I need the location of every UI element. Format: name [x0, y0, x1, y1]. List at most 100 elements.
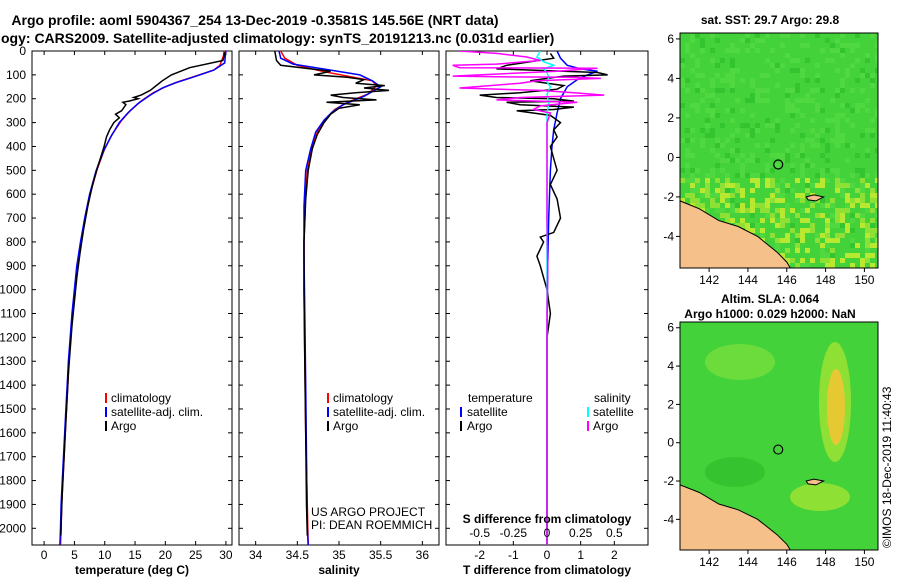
sst-cell	[870, 133, 875, 138]
map-y-tick-label: 2	[667, 397, 674, 411]
sst-cell	[785, 98, 790, 103]
sst-cell	[870, 128, 875, 133]
sst-cell	[785, 108, 790, 113]
sst-cell	[710, 113, 715, 118]
sst-cell	[825, 203, 830, 208]
sst-cell	[860, 263, 865, 268]
x-tick-label: 36	[416, 548, 430, 562]
sst-cell	[685, 148, 690, 153]
sst-cell	[730, 198, 735, 203]
sst-cell	[835, 88, 840, 93]
sst-cell	[765, 203, 770, 208]
sst-cell	[835, 188, 840, 193]
sla-patch	[705, 344, 775, 380]
sst-cell	[870, 208, 875, 213]
sst-cell	[815, 233, 820, 238]
sst-cell	[875, 203, 878, 208]
sst-cell	[685, 88, 690, 93]
sst-cell	[865, 173, 870, 178]
sst-cell	[695, 188, 700, 193]
sst-cell	[865, 223, 870, 228]
sst-cell	[860, 178, 865, 183]
sst-cell	[680, 103, 685, 108]
sst-cell	[805, 78, 810, 83]
sst-cell	[850, 198, 855, 203]
sst-cell	[765, 123, 770, 128]
sst-cell	[710, 128, 715, 133]
sst-cell	[690, 33, 695, 38]
sst-cell	[820, 183, 825, 188]
y-tick-label: 800	[6, 235, 26, 249]
sst-cell	[785, 233, 790, 238]
sst-cell	[830, 253, 835, 258]
sst-cell	[750, 158, 755, 163]
sst-cell	[795, 88, 800, 93]
sst-cell	[730, 193, 735, 198]
sst-cell	[785, 208, 790, 213]
sst-cell	[815, 103, 820, 108]
sst-cell	[800, 208, 805, 213]
sst-cell	[840, 48, 845, 53]
sst-cell	[830, 48, 835, 53]
sst-cell	[775, 223, 780, 228]
sst-cell	[845, 223, 850, 228]
sst-cell	[720, 78, 725, 83]
x-tick-label: 10	[98, 548, 112, 562]
sst-cell	[825, 263, 830, 268]
sst-cell	[855, 188, 860, 193]
sst-cell	[870, 193, 875, 198]
sst-cell	[810, 258, 815, 263]
sst-cell	[840, 233, 845, 238]
sst-cell	[875, 193, 878, 198]
s-tick-label: -0.5	[469, 526, 490, 540]
sst-cell	[870, 78, 875, 83]
sst-cell	[720, 168, 725, 173]
legend-title-temperature: temperature	[468, 391, 533, 405]
sst-cell	[715, 163, 720, 168]
sst-cell	[800, 163, 805, 168]
sst-cell	[710, 83, 715, 88]
sst-cell	[785, 103, 790, 108]
sst-cell	[730, 133, 735, 138]
sst-cell	[850, 88, 855, 93]
sst-cell	[765, 58, 770, 63]
sst-cell	[840, 83, 845, 88]
sst-cell	[730, 63, 735, 68]
sst-cell	[780, 238, 785, 243]
map-x-tick-label: 144	[738, 555, 758, 569]
sst-cell	[715, 38, 720, 43]
sst-cell	[735, 98, 740, 103]
sst-cell	[825, 238, 830, 243]
x-tick-label: 5	[71, 548, 78, 562]
sst-cell	[770, 48, 775, 53]
sst-cell	[785, 53, 790, 58]
sst-cell	[810, 143, 815, 148]
sst-cell	[840, 78, 845, 83]
sst-cell	[765, 33, 770, 38]
sst-cell	[775, 128, 780, 133]
sst-cell	[830, 238, 835, 243]
sst-cell	[730, 118, 735, 123]
sst-cell	[845, 183, 850, 188]
sst-cell	[855, 43, 860, 48]
sst-cell	[845, 193, 850, 198]
sst-cell	[755, 203, 760, 208]
sst-cell	[770, 193, 775, 198]
sst-cell	[825, 168, 830, 173]
land-new-guinea	[680, 484, 791, 550]
sst-cell	[865, 98, 870, 103]
sst-cell	[690, 193, 695, 198]
sst-cell	[875, 148, 878, 153]
sst-cell	[785, 88, 790, 93]
sst-cell	[835, 118, 840, 123]
land-manus-island	[805, 194, 826, 202]
map-frame	[679, 321, 879, 551]
y-tick-label: 300	[6, 116, 26, 130]
argo-float-marker	[773, 444, 784, 455]
sst-cell	[770, 198, 775, 203]
sst-cell	[860, 133, 865, 138]
sst-cell	[875, 198, 878, 203]
sst-cell	[700, 88, 705, 93]
sst-cell	[755, 173, 760, 178]
sst-cell	[865, 228, 870, 233]
